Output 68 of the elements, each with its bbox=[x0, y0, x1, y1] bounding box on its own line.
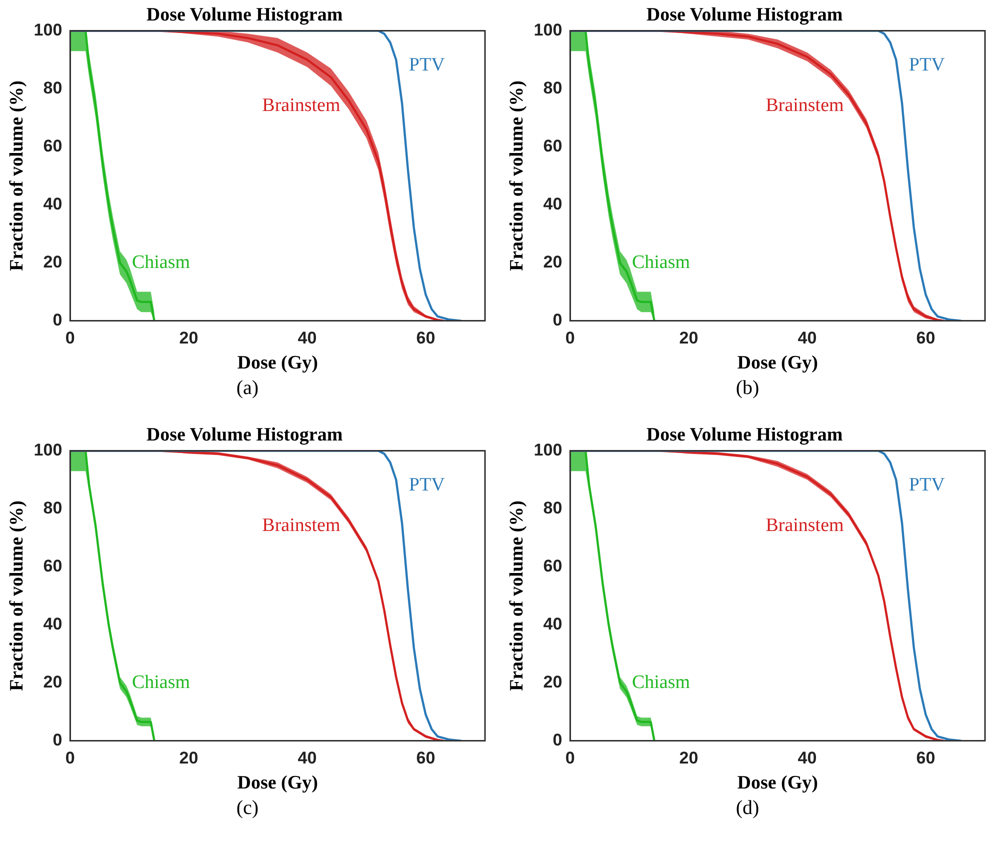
y-tick-label: 40 bbox=[43, 194, 62, 214]
x-tick-label: 0 bbox=[565, 328, 575, 348]
series-label: Chiasm bbox=[632, 672, 690, 693]
y-tick-label: 0 bbox=[52, 310, 62, 330]
chart-title: Dose Volume Histogram bbox=[646, 424, 843, 446]
y-tick-label: 80 bbox=[43, 498, 62, 518]
x-tick-label: 60 bbox=[916, 328, 936, 348]
y-tick-label: 80 bbox=[543, 78, 562, 98]
y-tick-label: 80 bbox=[543, 498, 562, 518]
x-axis-title: Dose (Gy) bbox=[737, 352, 818, 374]
x-tick-label: 20 bbox=[179, 748, 198, 768]
series-label: PTV bbox=[408, 54, 446, 76]
text: (d) bbox=[734, 797, 760, 820]
x-tick-label: 40 bbox=[298, 748, 317, 768]
y-tick-label: 60 bbox=[543, 136, 562, 156]
x-axis-title: Dose (Gy) bbox=[237, 772, 318, 794]
y-axis-title: Fraction of volume (%) bbox=[506, 80, 528, 272]
series-label: PTV bbox=[908, 474, 946, 496]
series-label: Chiasm bbox=[632, 252, 690, 273]
y-tick-label: 20 bbox=[43, 252, 62, 272]
y-tick-label: 0 bbox=[52, 730, 62, 750]
series-label: Brainstem bbox=[262, 515, 340, 536]
x-axis-title: Dose (Gy) bbox=[737, 772, 818, 794]
y-tick-label: 80 bbox=[43, 78, 62, 98]
y-tick-label: 20 bbox=[43, 672, 62, 692]
series-label: Chiasm bbox=[132, 252, 190, 273]
y-tick-label: 40 bbox=[543, 614, 562, 634]
y-axis-title: Fraction of volume (%) bbox=[506, 500, 528, 692]
series-label: Chiasm bbox=[132, 672, 190, 693]
series-label: PTV bbox=[908, 54, 946, 76]
text: (a) bbox=[235, 377, 260, 400]
x-tick-label: 40 bbox=[298, 328, 317, 348]
x-tick-label: 0 bbox=[65, 328, 75, 348]
chart-title: Dose Volume Histogram bbox=[146, 424, 343, 446]
y-tick-label: 100 bbox=[34, 440, 62, 460]
y-tick-label: 60 bbox=[43, 556, 62, 576]
x-tick-label: 40 bbox=[798, 748, 817, 768]
y-tick-label: 100 bbox=[534, 440, 562, 460]
y-tick-label: 100 bbox=[534, 20, 562, 40]
x-tick-label: 60 bbox=[416, 328, 436, 348]
y-tick-label: 20 bbox=[543, 252, 562, 272]
y-tick-label: 60 bbox=[43, 136, 62, 156]
chart-title: Dose Volume Histogram bbox=[646, 4, 843, 26]
x-tick-label: 60 bbox=[416, 748, 436, 768]
y-tick-label: 60 bbox=[543, 556, 562, 576]
series-label: Brainstem bbox=[262, 95, 340, 116]
y-tick-label: 40 bbox=[543, 194, 562, 214]
y-tick-label: 40 bbox=[43, 614, 62, 634]
y-tick-label: 100 bbox=[34, 20, 62, 40]
x-tick-label: 20 bbox=[679, 748, 698, 768]
y-axis-title: Fraction of volume (%) bbox=[6, 500, 28, 692]
series-label: PTV bbox=[408, 474, 446, 496]
text: (b) bbox=[734, 377, 760, 400]
x-tick-label: 0 bbox=[65, 748, 75, 768]
series-label: Brainstem bbox=[766, 95, 844, 116]
series-label: Brainstem bbox=[766, 515, 844, 536]
y-tick-label: 0 bbox=[552, 310, 562, 330]
x-tick-label: 20 bbox=[179, 328, 198, 348]
chart-title: Dose Volume Histogram bbox=[146, 4, 343, 26]
x-axis-title: Dose (Gy) bbox=[237, 352, 318, 374]
x-tick-label: 40 bbox=[798, 328, 817, 348]
y-tick-label: 0 bbox=[552, 730, 562, 750]
x-tick-label: 60 bbox=[916, 748, 936, 768]
y-axis-title: Fraction of volume (%) bbox=[6, 80, 28, 272]
text: (c) bbox=[235, 797, 260, 820]
x-tick-label: 0 bbox=[565, 748, 575, 768]
y-tick-label: 20 bbox=[543, 672, 562, 692]
x-tick-label: 20 bbox=[679, 328, 698, 348]
